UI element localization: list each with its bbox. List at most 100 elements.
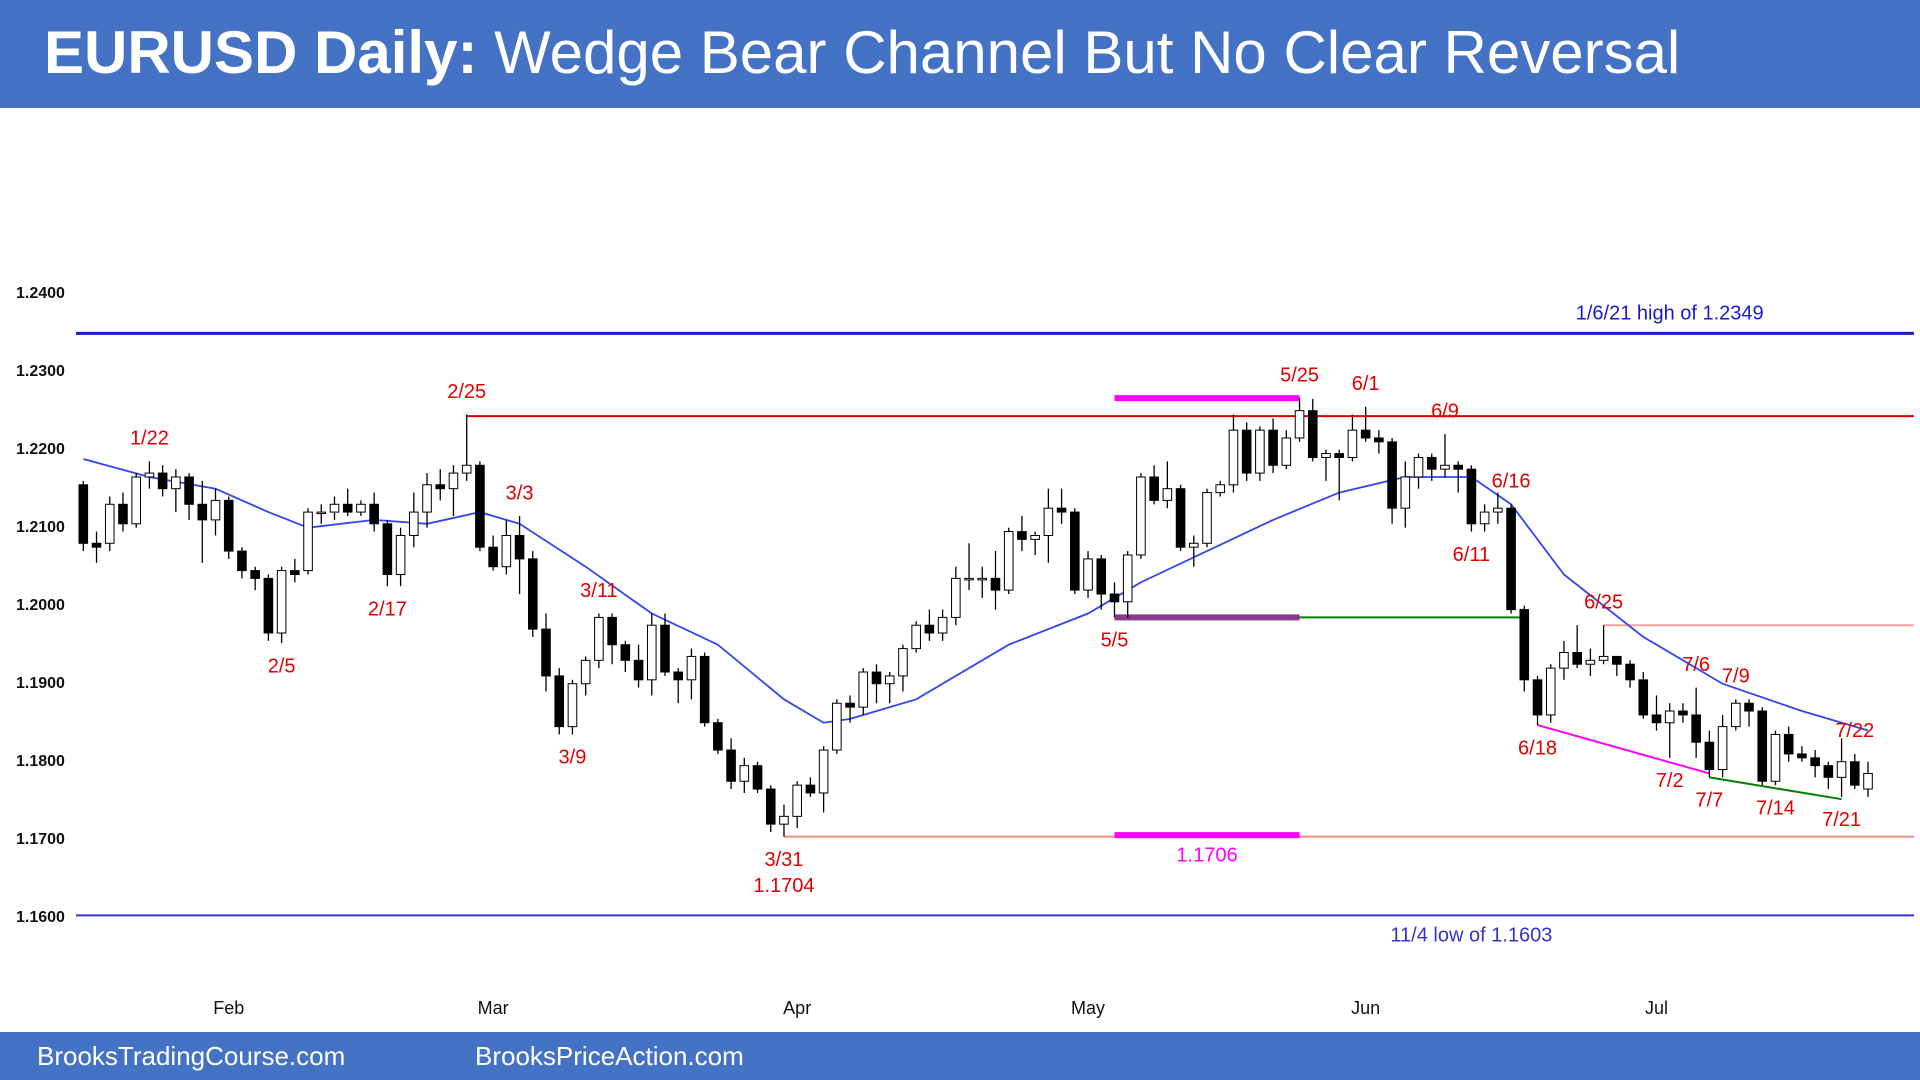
candle-body	[1334, 453, 1345, 458]
candle-body	[1572, 652, 1582, 665]
annotation: 2/5	[268, 655, 296, 677]
candle-body	[144, 472, 155, 478]
candle-body	[1783, 733, 1794, 755]
candle-body	[1413, 456, 1424, 478]
candle-body	[1268, 429, 1278, 466]
candle-body	[342, 503, 353, 513]
candle-body	[1162, 488, 1173, 501]
x-tick-label: Apr	[783, 998, 811, 1018]
annotation: 7/7	[1695, 790, 1723, 812]
candle-body	[1770, 733, 1781, 782]
candle-body	[1241, 429, 1252, 474]
candle-body	[580, 659, 591, 685]
candle-body	[1466, 468, 1477, 525]
candle-body	[924, 624, 935, 634]
annotation: 3/9	[559, 747, 587, 769]
candle-body	[475, 464, 485, 548]
title: EURUSD Daily: Wedge Bear Channel But No …	[44, 18, 1680, 87]
y-tick-label: 1.1700	[16, 831, 65, 848]
candle-body	[1400, 476, 1411, 509]
candle-body	[832, 702, 842, 751]
y-tick-label: 1.2300	[16, 363, 65, 380]
annotation: 3/31	[765, 849, 804, 871]
header: EURUSD Daily: Wedge Bear Channel But No …	[0, 0, 1920, 108]
candle-body	[739, 765, 750, 782]
candle-body	[250, 570, 260, 579]
level-label: 1.1706	[1176, 844, 1237, 866]
trend-line	[1709, 776, 1842, 801]
candle-body	[1017, 531, 1027, 540]
candle-body	[263, 577, 274, 634]
candle-body	[1122, 554, 1133, 603]
candle-body	[792, 784, 802, 817]
annotation: 7/9	[1722, 666, 1750, 688]
candle-body	[937, 616, 948, 634]
annotation: 7/14	[1756, 797, 1795, 819]
candle-body	[223, 499, 234, 552]
candle-body	[448, 472, 459, 490]
candle-body	[382, 523, 393, 576]
footer-left: BrooksTradingCourse.com	[37, 1041, 346, 1071]
candle-body	[184, 476, 194, 505]
annotation: 5/25	[1280, 364, 1319, 386]
candle-body	[316, 511, 327, 515]
candle-body	[1440, 464, 1450, 470]
candle-body	[911, 624, 921, 650]
candle-body	[1083, 558, 1093, 591]
candle-body	[1202, 492, 1212, 544]
title-text: Wedge Bear Channel But No Clear Reversal	[494, 19, 1681, 86]
candle-body	[1612, 655, 1622, 665]
candle-body	[765, 788, 776, 825]
x-tick-label: Jun	[1351, 998, 1380, 1018]
annotation: 6/1	[1352, 373, 1380, 395]
candle-body	[409, 511, 419, 536]
candle-body	[1347, 429, 1358, 458]
x-tick-label: Jul	[1645, 998, 1668, 1018]
candle-body	[501, 534, 512, 568]
candle-body	[131, 476, 141, 525]
trend-line	[1537, 724, 1710, 775]
candle-body	[884, 675, 895, 685]
candle-body	[1598, 655, 1609, 661]
annotation: 5/5	[1101, 630, 1129, 652]
candle-body	[964, 577, 974, 581]
candle-body	[1810, 757, 1820, 767]
candle-body	[1175, 488, 1186, 548]
candle-body	[1453, 464, 1463, 470]
candle-body	[633, 659, 644, 681]
annotation: 3/11	[580, 580, 617, 602]
candle-body	[1426, 456, 1437, 470]
candle-body	[541, 628, 551, 677]
chart: 1.1600 1.1700 1.1800 1.1900 1.2000 1.2100 1.22…	[16, 285, 1914, 1018]
annotation: 2/25	[447, 381, 486, 403]
annotation: 7/2	[1656, 770, 1684, 792]
candle-body	[951, 577, 961, 618]
candle-body	[620, 644, 631, 661]
candle-body	[1863, 772, 1873, 790]
candle-body	[303, 511, 313, 572]
annotation: 6/25	[1584, 591, 1623, 613]
candle-body	[1744, 702, 1754, 712]
candle-body	[197, 503, 208, 521]
candle-body	[818, 749, 829, 794]
candle-body	[1545, 667, 1556, 716]
candle-body	[356, 503, 366, 513]
candle-body	[91, 542, 102, 548]
footer-right: BrooksPriceAction.com	[475, 1041, 744, 1071]
candle-body	[1717, 726, 1728, 771]
candle-body	[1559, 652, 1569, 669]
y-tick-label: 1.1900	[16, 675, 65, 692]
candle-body	[1585, 659, 1596, 665]
x-tick-label: Feb	[213, 998, 244, 1018]
candle-body	[157, 472, 168, 490]
candle-body	[1360, 429, 1371, 439]
candle-body	[1797, 753, 1807, 759]
annotation: 2/17	[368, 598, 407, 620]
candle-body	[290, 570, 300, 575]
level-label: 11/4 low of 1.1603	[1390, 925, 1552, 947]
candle-body	[395, 534, 406, 576]
level-label: 1/6/21 high of 1.2349	[1576, 303, 1764, 325]
candle-body	[171, 476, 181, 490]
candle-body	[699, 655, 710, 724]
